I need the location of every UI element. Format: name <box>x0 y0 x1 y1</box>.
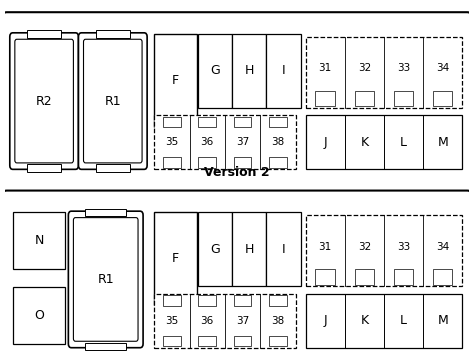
Bar <box>96 30 130 38</box>
Bar <box>433 269 452 285</box>
Text: H: H <box>245 64 254 77</box>
Bar <box>199 116 216 127</box>
Text: 31: 31 <box>319 63 332 73</box>
Bar <box>306 294 462 348</box>
Bar <box>269 295 287 306</box>
Bar <box>163 116 181 127</box>
Text: 38: 38 <box>271 137 284 147</box>
Bar <box>269 116 287 127</box>
Bar <box>232 213 266 286</box>
Text: I: I <box>282 64 285 77</box>
Text: 35: 35 <box>165 137 179 147</box>
Bar <box>266 213 301 286</box>
Text: K: K <box>360 314 368 327</box>
Bar <box>13 213 65 269</box>
Text: L: L <box>400 136 407 149</box>
Bar <box>13 287 65 344</box>
Text: 33: 33 <box>397 242 410 252</box>
Bar <box>199 336 216 347</box>
Bar <box>306 115 462 169</box>
Text: 34: 34 <box>436 63 449 73</box>
Bar <box>96 164 130 172</box>
Bar <box>163 295 181 306</box>
Bar <box>154 213 197 305</box>
Bar <box>234 157 251 168</box>
Text: O: O <box>34 309 44 322</box>
Bar <box>198 213 232 286</box>
Bar <box>316 91 335 106</box>
Bar <box>306 37 462 107</box>
Text: 36: 36 <box>201 137 214 147</box>
Text: J: J <box>323 136 327 149</box>
FancyBboxPatch shape <box>68 211 143 348</box>
Bar <box>234 295 251 306</box>
Bar <box>199 157 216 168</box>
Bar <box>232 34 266 107</box>
Bar <box>394 269 413 285</box>
Bar <box>306 215 462 286</box>
Text: R1: R1 <box>104 95 121 108</box>
Text: R1: R1 <box>98 273 114 286</box>
Bar <box>269 336 287 347</box>
Text: 32: 32 <box>358 63 371 73</box>
Text: H: H <box>245 243 254 256</box>
Text: F: F <box>172 252 179 265</box>
Bar <box>266 34 301 107</box>
FancyBboxPatch shape <box>83 39 142 163</box>
Bar <box>316 269 335 285</box>
Bar <box>269 157 287 168</box>
Text: 36: 36 <box>201 316 214 326</box>
FancyBboxPatch shape <box>2 191 472 361</box>
Bar <box>234 336 251 347</box>
Bar <box>27 164 61 172</box>
Text: G: G <box>210 243 219 256</box>
Bar <box>154 115 296 169</box>
Text: L: L <box>400 314 407 327</box>
Text: 38: 38 <box>271 316 284 326</box>
Bar <box>27 30 61 38</box>
Bar <box>154 34 197 127</box>
Bar <box>163 336 181 347</box>
Text: 37: 37 <box>236 316 249 326</box>
FancyBboxPatch shape <box>79 33 147 169</box>
Bar <box>163 157 181 168</box>
Bar <box>85 209 127 216</box>
Bar <box>154 294 296 348</box>
Bar <box>355 91 374 106</box>
Bar <box>394 91 413 106</box>
Bar <box>198 34 232 107</box>
FancyBboxPatch shape <box>2 12 472 182</box>
Text: N: N <box>35 234 44 247</box>
Text: K: K <box>360 136 368 149</box>
Text: I: I <box>282 243 285 256</box>
Text: 33: 33 <box>397 63 410 73</box>
Bar <box>433 91 452 106</box>
FancyBboxPatch shape <box>73 218 138 341</box>
Text: G: G <box>210 64 219 77</box>
Text: M: M <box>437 136 448 149</box>
Bar <box>234 116 251 127</box>
Text: 31: 31 <box>319 242 332 252</box>
Text: M: M <box>437 314 448 327</box>
Text: Version 2: Version 2 <box>204 166 270 179</box>
Text: J: J <box>323 314 327 327</box>
Bar <box>85 343 127 350</box>
Text: R2: R2 <box>36 95 53 108</box>
Bar <box>199 295 216 306</box>
Text: F: F <box>172 74 179 87</box>
Bar <box>355 269 374 285</box>
Text: 34: 34 <box>436 242 449 252</box>
FancyBboxPatch shape <box>15 39 73 163</box>
Text: 37: 37 <box>236 137 249 147</box>
Text: 35: 35 <box>165 316 179 326</box>
Text: Version 1: Version 1 <box>204 0 270 1</box>
FancyBboxPatch shape <box>10 33 79 169</box>
Text: 32: 32 <box>358 242 371 252</box>
